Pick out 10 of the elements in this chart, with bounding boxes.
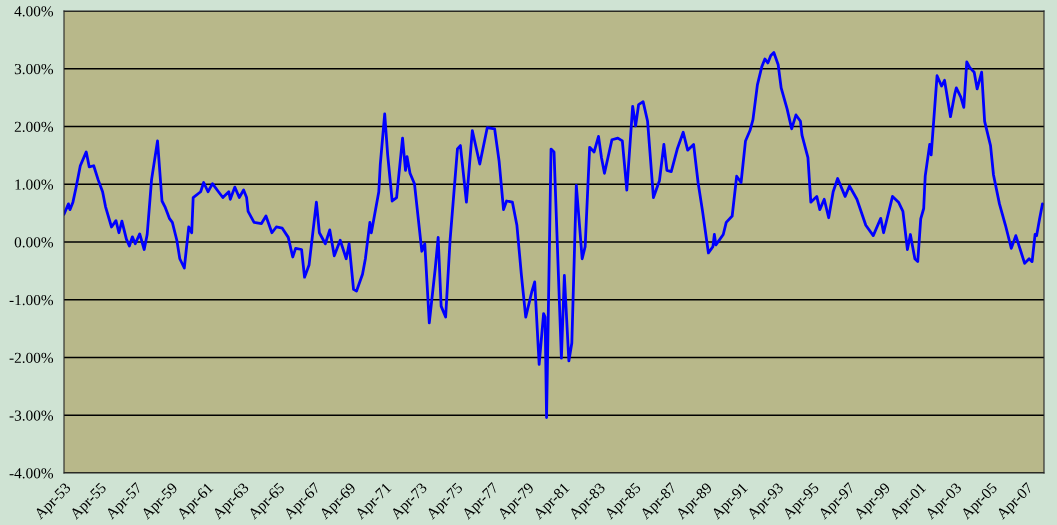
y-tick-label: 3.00% [14,63,54,75]
y-tick-label: 4.00% [14,6,54,17]
y-tick-label: 2.00% [14,121,54,133]
y-tick-label: -1.00% [9,294,54,306]
y-tick-label: 0.00% [14,237,54,248]
y-tick-label: -4.00% [9,468,54,479]
y-tick-label: 1.00% [15,179,54,190]
line-series [64,51,1044,419]
y-tick-label: -3.00% [9,410,54,421]
y-tick-label: -2.00% [9,352,54,364]
